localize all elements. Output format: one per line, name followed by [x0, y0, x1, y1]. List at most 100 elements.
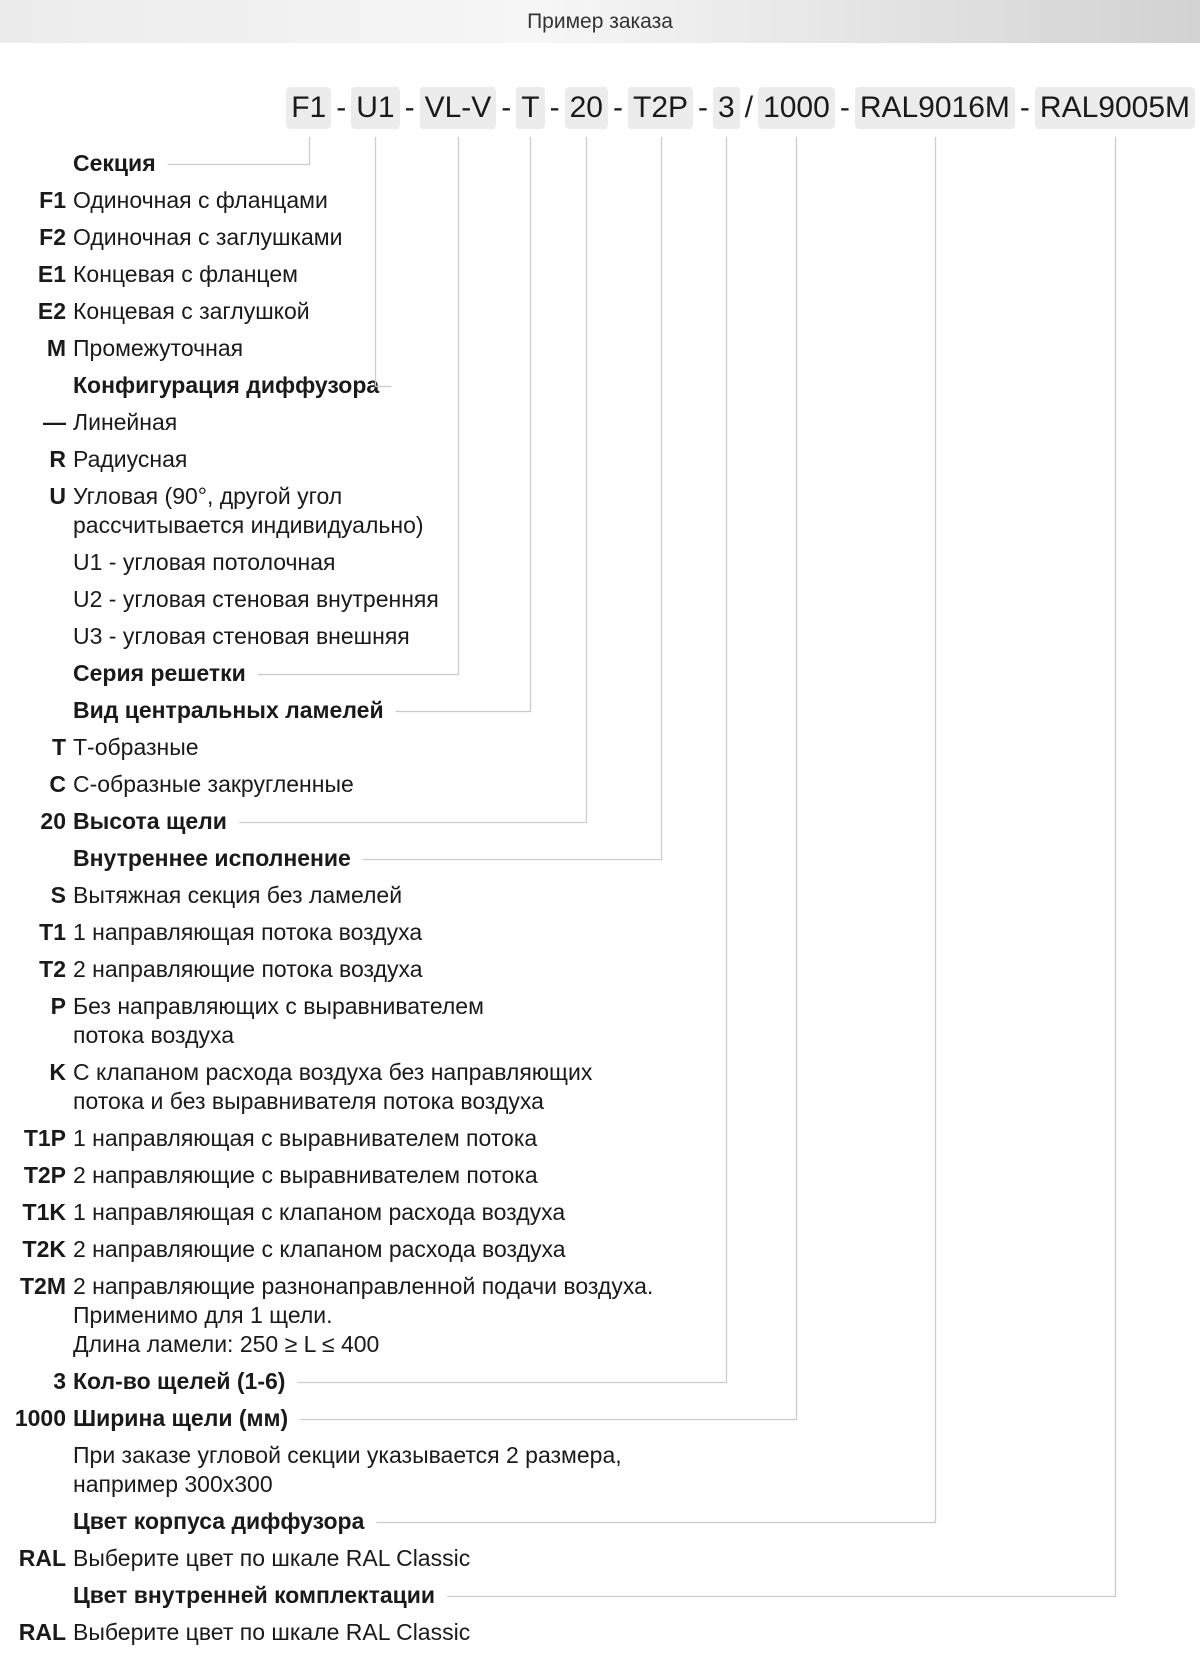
legend-item: K С клапаном расхода воздуха без направля…	[0, 1054, 1200, 1120]
header-title: Пример заказа	[527, 9, 673, 33]
legend-text: U3 - угловая стеновая внешняя	[73, 623, 410, 649]
legend-heading: Цвет внутренней комплектации	[0, 1577, 1200, 1614]
legend-text: Угловая (90°, другой угол рассчитывается…	[73, 483, 424, 538]
legend-item: C С-образные закругленные	[0, 766, 1200, 803]
legend-text: При заказе угловой секции указывается 2 …	[73, 1442, 622, 1497]
legend-text: Цвет корпуса диффузора	[73, 1508, 365, 1534]
legend-item: F1 Одиночная с фланцами	[0, 182, 1200, 219]
legend-heading: 20 Высота щели	[0, 803, 1200, 840]
legend-item: RAL Выберите цвет по шкале RAL Classic	[0, 1614, 1200, 1651]
legend-text: С клапаном расхода воздуха без направляю…	[73, 1059, 593, 1114]
legend-code	[0, 1507, 66, 1536]
legend-item: U Угловая (90°, другой угол рассчитываетс…	[0, 478, 1200, 544]
legend-text: С-образные закругленные	[73, 771, 354, 797]
code-segment: 3	[713, 87, 740, 129]
legend-code	[0, 622, 66, 651]
legend-code: RAL	[18, 1619, 66, 1645]
legend-item: T Т-образные	[0, 729, 1200, 766]
legend-item: — Линейная	[0, 404, 1200, 441]
legend-code	[0, 548, 66, 577]
legend-code: E2	[37, 298, 66, 324]
legend-text: 2 направляющие потока воздуха	[73, 956, 423, 982]
code-legend-list: Секция F1 Одиночная с фланцами F2 Одиночная …	[0, 145, 1200, 1651]
legend-item: S Вытяжная секция без ламелей	[0, 877, 1200, 914]
legend-text: Внутреннее исполнение	[73, 845, 351, 871]
code-separator: -	[549, 91, 560, 124]
legend-text: 1 направляющая с клапаном расхода воздух…	[73, 1199, 566, 1225]
legend-heading: Цвет корпуса диффузора	[0, 1503, 1200, 1540]
legend-item: T1P 1 направляющая с выравнивателем поток…	[0, 1120, 1200, 1157]
legend-item: T2P 2 направляющие с выравнивателем поток…	[0, 1157, 1200, 1194]
legend-code: E1	[37, 261, 66, 287]
legend-item: U1 - угловая потолочная	[0, 544, 1200, 581]
code-segment: T2P	[628, 87, 694, 129]
legend-code: RAL	[18, 1545, 66, 1571]
legend-code: T2	[39, 956, 66, 982]
legend-code: 1000	[14, 1405, 66, 1431]
legend-text: Без направляющих с выравнивателем потока…	[73, 993, 484, 1048]
legend-code: K	[49, 1059, 66, 1085]
legend-code: T	[51, 734, 66, 760]
legend-code	[0, 844, 66, 873]
legend-code: —	[43, 409, 66, 435]
legend-code	[0, 371, 66, 400]
legend-item: F2 Одиночная с заглушками	[0, 219, 1200, 256]
legend-text: Концевая с фланцем	[73, 261, 298, 287]
code-segment: F1	[286, 87, 332, 129]
legend-item: RAL Выберите цвет по шкале RAL Classic	[0, 1540, 1200, 1577]
legend-text: 2 направляющие разнонаправленной подачи …	[73, 1273, 654, 1357]
legend-text: Т-образные	[73, 734, 199, 760]
legend-code: C	[49, 771, 66, 797]
legend-heading: 1000 Ширина щели (мм)	[0, 1400, 1200, 1437]
legend-code: 3	[53, 1368, 66, 1394]
legend-heading: Серия решетки	[0, 655, 1200, 692]
legend-item: При заказе угловой секции указывается 2 …	[0, 1437, 1200, 1503]
legend-text: 2 направляющие с клапаном расхода воздух…	[73, 1236, 566, 1262]
legend-item: T2M 2 направляющие разнонаправленной пода…	[0, 1268, 1200, 1363]
order-code-example: F1- U1- VL-V - T -20- T2P -3/1000- RAL9016M - RAL9…	[286, 87, 1195, 129]
code-separator: -	[613, 91, 623, 124]
legend-text: Радиусная	[73, 446, 188, 472]
legend-text: Конфигурация диффузора	[73, 372, 380, 398]
legend-code: 20	[40, 808, 66, 834]
legend-text: Вид центральных ламелей	[73, 697, 384, 723]
legend-code: M	[46, 335, 66, 361]
legend-text: Линейная	[73, 409, 178, 435]
legend-code: T1K	[22, 1199, 66, 1225]
legend-code	[0, 696, 66, 725]
legend-item: E2 Концевая с заглушкой	[0, 293, 1200, 330]
legend-item: U3 - угловая стеновая внешняя	[0, 618, 1200, 655]
legend-item: T2 2 направляющие потока воздуха	[0, 951, 1200, 988]
legend-item: U2 - угловая стеновая внутренняя	[0, 581, 1200, 618]
legend-text: Секция	[73, 150, 156, 176]
legend-text: Высота щели	[73, 808, 227, 834]
legend-text: 1 направляющая потока воздуха	[73, 919, 423, 945]
legend-item: P Без направляющих с выравнивателем поток…	[0, 988, 1200, 1054]
legend-heading: 3 Кол-во щелей (1-6)	[0, 1363, 1200, 1400]
legend-text: Промежуточная	[73, 335, 244, 361]
section-header: Пример заказа	[0, 0, 1200, 43]
legend-code	[0, 585, 66, 614]
legend-code: T2P	[23, 1162, 66, 1188]
legend-code	[0, 149, 66, 178]
legend-code	[0, 1581, 66, 1610]
code-separator: -	[698, 91, 709, 124]
legend-text: Одиночная с фланцами	[73, 187, 328, 213]
code-segment: T	[516, 87, 545, 129]
legend-code: T2M	[20, 1273, 66, 1299]
code-segment: 20	[564, 87, 608, 129]
legend-code: T2K	[22, 1236, 66, 1262]
code-segment: 1000	[758, 87, 835, 129]
legend-code: S	[50, 882, 66, 908]
legend-code: F2	[39, 224, 66, 250]
legend-item: T2K 2 направляющие с клапаном расхода воз…	[0, 1231, 1200, 1268]
code-separator: -	[404, 91, 415, 124]
legend-item: M Промежуточная	[0, 330, 1200, 367]
legend-text: Одиночная с заглушками	[73, 224, 343, 250]
code-segment: VL-V	[419, 87, 497, 129]
code-separator: -	[1019, 91, 1030, 124]
legend-text: Кол-во щелей (1-6)	[73, 1368, 286, 1394]
legend-item: T1 1 направляющая потока воздуха	[0, 914, 1200, 951]
legend-text: 2 направляющие с выравнивателем потока	[73, 1162, 538, 1188]
code-separator: -	[336, 91, 347, 124]
